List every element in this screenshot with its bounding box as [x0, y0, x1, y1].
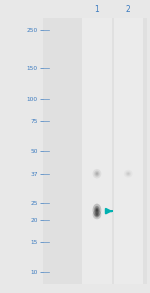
Ellipse shape	[94, 212, 100, 218]
Ellipse shape	[124, 170, 133, 178]
Ellipse shape	[95, 213, 99, 217]
Bar	[114, 18, 143, 284]
Ellipse shape	[93, 204, 101, 217]
Ellipse shape	[94, 206, 100, 214]
Ellipse shape	[93, 169, 101, 178]
Ellipse shape	[96, 173, 98, 175]
Ellipse shape	[96, 214, 98, 215]
Ellipse shape	[96, 209, 98, 212]
Bar	[82, 18, 112, 284]
Ellipse shape	[126, 172, 130, 175]
Ellipse shape	[94, 171, 100, 177]
Ellipse shape	[125, 171, 131, 176]
Text: 2: 2	[126, 5, 131, 14]
Ellipse shape	[95, 207, 99, 213]
Text: 1: 1	[95, 5, 99, 14]
Ellipse shape	[95, 172, 99, 176]
Ellipse shape	[127, 173, 129, 175]
Ellipse shape	[93, 210, 101, 219]
